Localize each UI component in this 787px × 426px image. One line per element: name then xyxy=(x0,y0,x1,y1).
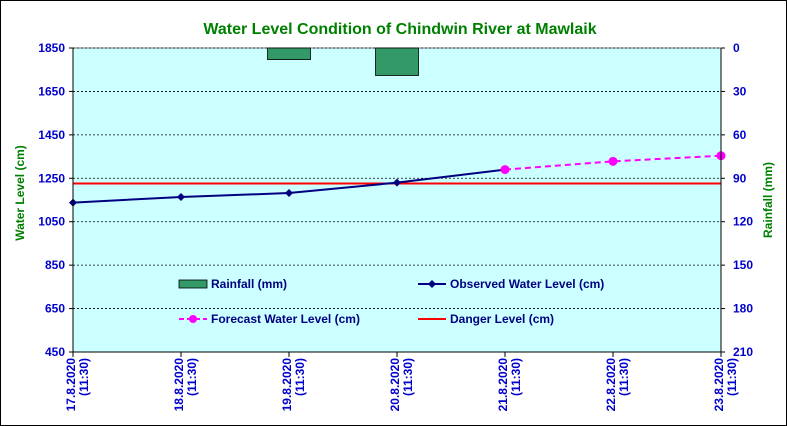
legend-danger-label: Danger Level (cm) xyxy=(450,312,554,326)
x-tick-label: 19.8.2020(11:30) xyxy=(280,358,307,412)
y-tick-label: 1250 xyxy=(38,171,65,185)
observed-level-point xyxy=(393,178,401,187)
series-lines xyxy=(69,151,726,207)
y2-tick-label: 30 xyxy=(733,84,747,98)
x-tick-label: 18.8.2020(11:30) xyxy=(172,358,199,412)
y2-tick-label: 120 xyxy=(733,215,753,229)
forecast-level-point xyxy=(500,165,510,175)
grid-lines xyxy=(73,47,721,309)
y-tick-label: 1050 xyxy=(38,215,65,229)
legend-forecast-marker xyxy=(189,315,197,323)
legend-forecast-label: Forecast Water Level (cm) xyxy=(211,312,360,326)
observed-level-point xyxy=(177,192,185,201)
observed-level-point xyxy=(285,189,293,198)
forecast-level-line xyxy=(504,154,722,171)
y-axis-title: Water Level (cm) xyxy=(13,145,27,241)
y-tick-label: 650 xyxy=(45,302,65,316)
axis-ticks: 450 650 850 1050 1250 1450 1650 1850 0 30 60 90 120 1… xyxy=(38,41,753,411)
rainfall-bar xyxy=(267,47,311,60)
legend-observed-marker xyxy=(428,280,436,288)
x-tick-label: 20.8.2020(11:30) xyxy=(388,358,415,412)
rainfall-bars xyxy=(267,47,419,76)
legend-rainfall-swatch xyxy=(178,279,208,289)
y-tick-label: 1450 xyxy=(38,128,65,142)
rainfall-bar xyxy=(375,47,419,76)
forecast-level-point xyxy=(608,156,618,166)
y2-tick-label: 60 xyxy=(733,128,747,142)
y-tick-label: 450 xyxy=(45,345,65,359)
y2-tick-label: 90 xyxy=(733,171,747,185)
y2-tick-label: 0 xyxy=(733,41,740,55)
legend-rainfall-label: Rainfall (mm) xyxy=(211,277,287,291)
plot-background xyxy=(72,47,722,353)
x-tick-label: 23.8.2020(11:30) xyxy=(712,358,739,412)
x-tick-label: 22.8.2020(11:30) xyxy=(604,358,631,412)
x-tick-label: 17.8.2020(11:30) xyxy=(64,358,91,412)
y2-axis-title: Rainfall (mm) xyxy=(761,162,775,238)
chart-title: Water Level Condition of Chindwin River … xyxy=(203,21,596,38)
plot-area xyxy=(72,47,722,353)
y-tick-label: 1650 xyxy=(38,84,65,98)
legend-observed-label: Observed Water Level (cm) xyxy=(450,277,604,291)
y2-tick-label: 150 xyxy=(733,258,753,272)
legend: Rainfall (mm) Observed Water Level (cm) Fo… xyxy=(178,277,604,326)
y-tick-label: 1850 xyxy=(38,41,65,55)
y2-tick-label: 180 xyxy=(733,302,753,316)
x-tick-label: 21.8.2020(11:30) xyxy=(496,358,523,412)
y2-tick-label: 210 xyxy=(733,345,753,359)
y-tick-label: 850 xyxy=(45,258,65,272)
